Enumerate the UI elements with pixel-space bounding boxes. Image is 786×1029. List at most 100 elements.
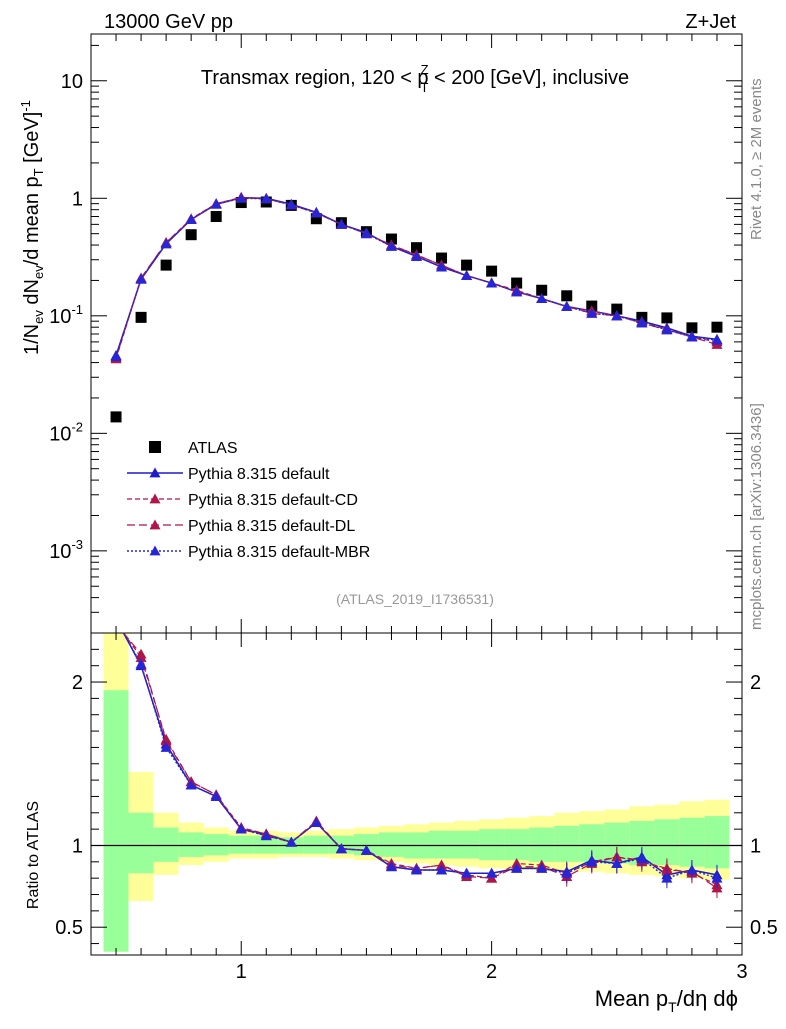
ratio-point-mbr — [686, 864, 698, 875]
point-mbr — [636, 317, 648, 328]
atlas-point — [135, 311, 147, 323]
legend-item-atlas: ATLAS — [149, 440, 238, 457]
side-label-bottom: mcplots.cern.ch [arXiv:1306.3436] — [748, 403, 765, 630]
y-tick-exponent: -1 — [71, 302, 83, 317]
ratio-point-mbr — [160, 741, 172, 752]
ratio-y-tick-label: 0.5 — [55, 917, 83, 939]
band-green — [454, 830, 480, 859]
ratio-point-mbr — [636, 853, 648, 863]
ratio-point-mbr — [260, 830, 272, 841]
ratio-point-mbr — [436, 864, 448, 875]
y-axis-label-ratio: Ratio to ATLAS — [25, 801, 42, 909]
ratio-point-dl — [135, 648, 147, 659]
atlas-point — [486, 265, 498, 277]
atlas-point — [160, 259, 172, 271]
point-mbr — [711, 334, 723, 345]
header-right: Z+Jet — [685, 11, 736, 33]
ratio-point-mbr — [360, 844, 372, 855]
point-mbr — [160, 238, 172, 249]
y-axis-label-main: 1/Nev dNev/d mean pT [GeV]-1 — [18, 100, 46, 355]
plot-title: Transmax region, 120 < pZ T < 200 [GeV], … — [201, 62, 629, 95]
plot-title-sup: Z — [421, 62, 429, 77]
band-green — [654, 819, 680, 866]
ratio-point-mbr — [310, 817, 322, 828]
ratio-point-mbr — [235, 823, 247, 834]
ratio-point-mbr — [536, 862, 548, 873]
ratio-point-mbr — [586, 856, 598, 867]
ratio-point-mbr — [285, 836, 297, 847]
atlas-point — [310, 213, 322, 225]
legend-item-def: Pythia 8.315 default — [127, 466, 330, 483]
atlas-point — [210, 210, 222, 222]
atlas-point — [411, 242, 422, 254]
ratio-point-mbr — [385, 861, 397, 872]
band-green — [128, 812, 154, 874]
band-green — [529, 827, 555, 862]
point-mbr — [185, 213, 197, 224]
band-green — [303, 835, 329, 854]
legend-item-mbr: Pythia 8.315 default-MBR — [127, 544, 370, 561]
legend-label: ATLAS — [188, 440, 238, 457]
y-tick-label: 10-3 — [49, 537, 83, 563]
x-tick-label: 3 — [736, 961, 747, 983]
ratio-point-mbr — [135, 658, 147, 669]
legend-marker-cd — [149, 493, 161, 504]
atlas-point — [461, 259, 473, 271]
y-tick-label: 10 — [61, 71, 83, 93]
atlas-point — [110, 411, 122, 423]
legend-marker-def — [149, 467, 161, 478]
side-label-top: Rivet 4.1.0, ≥ 2M events — [748, 78, 765, 240]
legend-marker-atlas — [149, 441, 161, 453]
ratio-y-tick-label-right: 0.5 — [750, 917, 778, 939]
series-line-mbr — [115, 197, 718, 357]
y-tick-label: 10-2 — [49, 419, 83, 445]
point-mbr — [436, 261, 448, 272]
atlas-point — [436, 252, 448, 264]
ratio-point-mbr — [511, 862, 523, 873]
ratio-frame — [90, 632, 743, 956]
band-green — [178, 832, 204, 857]
ratio-y-tick-label: 2 — [72, 672, 83, 694]
ratio-point-mbr — [486, 867, 498, 878]
point-mbr — [561, 301, 573, 311]
ratio-bands — [103, 633, 730, 952]
point-mbr — [335, 218, 347, 229]
band-green — [253, 835, 279, 854]
ratio-y-tick-label-right: 1 — [750, 835, 761, 857]
ratio-point-mbr — [661, 872, 673, 883]
analysis-id: (ATLAS_2019_I1736531) — [336, 591, 494, 607]
atlas-point — [561, 290, 573, 302]
ratio-point-mbr — [335, 843, 347, 854]
legend-label: Pythia 8.315 default-CD — [188, 492, 358, 509]
point-mbr — [461, 270, 473, 280]
atlas-point — [185, 229, 197, 241]
ratio-y-tick-label-right: 2 — [750, 672, 761, 694]
point-mbr — [611, 310, 623, 321]
legend-item-dl: Pythia 8.315 default-DL — [127, 518, 355, 535]
legend-label: Pythia 8.315 default — [188, 466, 330, 483]
x-tick-label: 2 — [486, 961, 497, 983]
point-mbr — [586, 307, 598, 318]
point-mbr — [260, 193, 272, 204]
legend-label: Pythia 8.315 default-MBR — [188, 544, 370, 561]
y-tick-exponent: -2 — [71, 419, 83, 434]
legend-marker-mbr — [149, 545, 161, 556]
header-left: 13000 GeV pp — [104, 11, 233, 33]
ratio-point-mbr — [711, 872, 723, 883]
y-tick-exponent: -3 — [71, 537, 83, 552]
point-mbr — [411, 250, 422, 261]
x-axis-label: Mean pT/dη dϕ — [595, 986, 738, 1015]
atlas-point — [686, 322, 698, 334]
legend-marker-dl — [149, 519, 161, 530]
point-mbr — [686, 331, 698, 342]
ratio-y-tick-label: 1 — [72, 835, 83, 857]
y-tick-label: 10-1 — [49, 302, 83, 328]
axis-frames: 1 2 3 10 1 10-1 10-2 10-3 2 2 1 1 0.5 0.5 — [49, 33, 778, 983]
point-mbr — [210, 198, 222, 209]
band-green — [378, 832, 404, 857]
ratio-point-dl — [160, 735, 172, 746]
point-mbr — [135, 273, 147, 284]
band-green — [504, 829, 530, 861]
band-green — [153, 827, 179, 862]
atlas-point — [711, 321, 723, 333]
